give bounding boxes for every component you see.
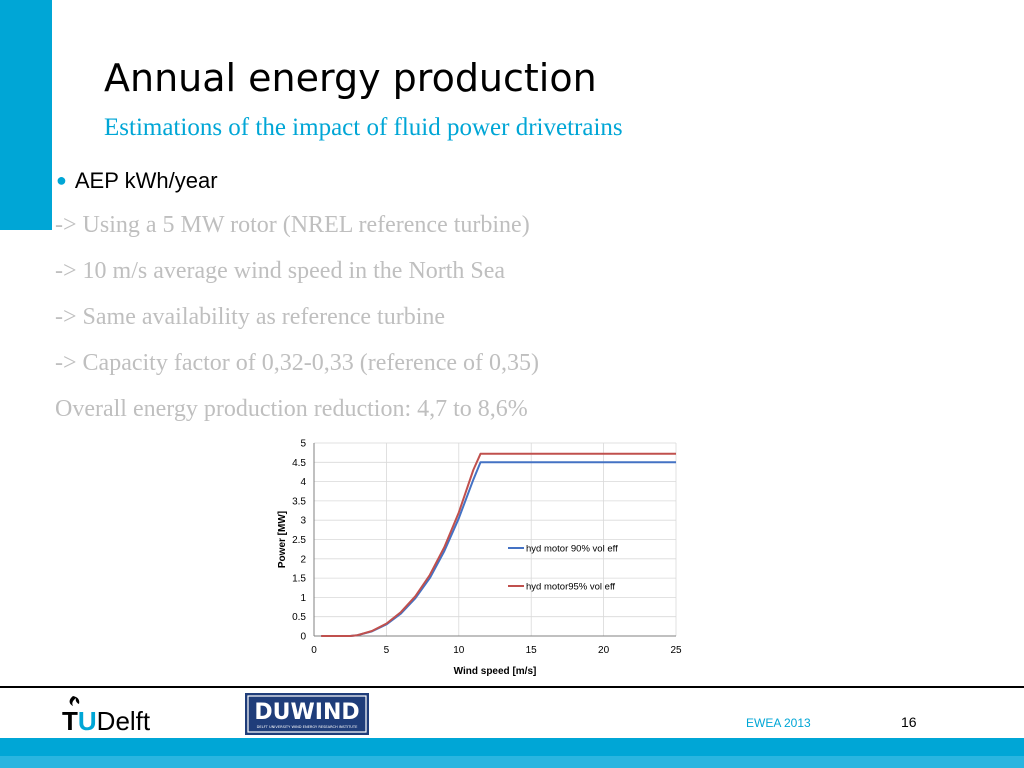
legend-label-2: hyd motor95% vol eff <box>526 582 615 593</box>
y-axis-label: Power [MW] <box>277 511 288 568</box>
duwind-logo: DUWIND DELFT UNIVERSITY WIND ENERGY RESE… <box>245 693 369 735</box>
y-tick-label: 3 <box>300 516 306 527</box>
legend-label-1: hyd motor 90% vol eff <box>526 544 618 555</box>
tudelft-flame-icon <box>69 696 80 706</box>
duwind-logo-subtext: DELFT UNIVERSITY WIND ENERGY RESEARCH IN… <box>257 725 358 729</box>
accent-bar <box>0 0 52 230</box>
conference-label: EWEA 2013 <box>746 716 811 730</box>
slide-title: Annual energy production <box>104 56 597 100</box>
duwind-logo-text: DUWIND <box>254 700 359 725</box>
tudelft-logo-u: U <box>78 706 97 736</box>
y-tick-label: 4 <box>300 477 306 488</box>
x-tick-label: 10 <box>453 645 465 656</box>
bullet-dot-icon: ● <box>56 170 67 190</box>
page-number: 16 <box>901 714 917 730</box>
slide-subtitle: Estimations of the impact of fluid power… <box>104 114 623 141</box>
y-tick-label: 1 <box>300 593 306 604</box>
y-tick-label: 5 <box>300 439 306 450</box>
x-tick-label: 20 <box>598 645 610 656</box>
series-line-1 <box>321 461 676 637</box>
series-line-2 <box>321 452 676 637</box>
x-tick-label: 0 <box>311 645 317 656</box>
x-tick-label: 25 <box>670 645 682 656</box>
text-line-wind-speed: -> 10 m/s average wind speed in the Nort… <box>55 258 506 284</box>
y-tick-label: 2.5 <box>292 535 306 546</box>
text-line-rotor: -> Using a 5 MW rotor (NREL reference tu… <box>55 212 530 238</box>
tudelft-logo-t: T <box>62 706 78 736</box>
y-tick-label: 0 <box>300 632 306 643</box>
y-tick-label: 2 <box>300 554 306 565</box>
footer-divider <box>0 686 1024 688</box>
y-tick-label: 1.5 <box>292 574 306 585</box>
text-line-availability: -> Same availability as reference turbin… <box>55 304 446 330</box>
y-tick-label: 3.5 <box>292 496 306 507</box>
y-tick-label: 0.5 <box>292 612 306 623</box>
footer-bar-lower <box>0 756 1024 768</box>
x-axis-label: Wind speed [m/s] <box>454 666 537 677</box>
text-line-overall-reduction: Overall energy production reduction: 4,7… <box>55 396 528 422</box>
y-tick-label: 4.5 <box>292 458 306 469</box>
bullet-aep: ● AEP kWh/year <box>56 168 218 194</box>
tudelft-logo: TUDelft <box>62 696 151 736</box>
x-tick-label: 15 <box>526 645 538 656</box>
text-line-capacity-factor: -> Capacity factor of 0,32-0,33 (referen… <box>55 350 539 376</box>
bullet-text: AEP kWh/year <box>74 168 218 193</box>
power-curve-chart: 0 0.5 1 1.5 2 2.5 3 3.5 4 4.5 5 0 5 10 15 20 25 Wind spee… <box>277 439 682 678</box>
x-tick-label: 5 <box>384 645 390 656</box>
tudelft-logo-text: TUDelft <box>62 706 151 736</box>
tudelft-logo-delft: Delft <box>97 706 151 736</box>
